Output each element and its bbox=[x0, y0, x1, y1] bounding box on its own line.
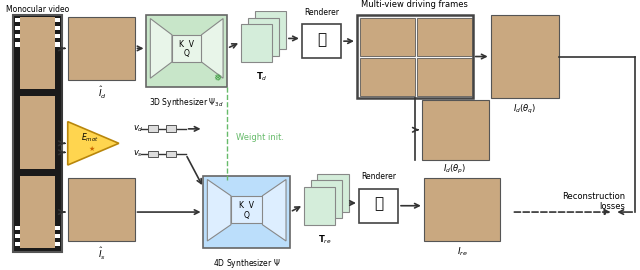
Bar bbox=[15, 42, 20, 47]
Bar bbox=[20, 176, 55, 248]
Bar bbox=[15, 26, 20, 30]
Bar bbox=[304, 187, 335, 225]
Text: Q: Q bbox=[244, 211, 250, 220]
Bar bbox=[55, 226, 60, 230]
Bar bbox=[15, 34, 20, 38]
Text: 3D Synthesizer $\Psi_{3d}$: 3D Synthesizer $\Psi_{3d}$ bbox=[149, 96, 224, 109]
Bar bbox=[172, 35, 202, 62]
Polygon shape bbox=[150, 19, 172, 78]
Text: 📷: 📷 bbox=[374, 196, 383, 211]
Text: $v_d$: $v_d$ bbox=[132, 124, 143, 134]
Bar bbox=[55, 26, 60, 30]
Text: $E_{mot}$: $E_{mot}$ bbox=[81, 132, 98, 144]
Bar bbox=[55, 42, 60, 47]
Bar bbox=[241, 24, 272, 62]
Bar bbox=[317, 174, 349, 212]
Text: $I_d(\theta_q)$: $I_d(\theta_q)$ bbox=[513, 103, 536, 116]
Polygon shape bbox=[262, 180, 286, 241]
Bar bbox=[422, 100, 488, 160]
Bar bbox=[424, 178, 500, 241]
Text: $I_d(\theta_p)$: $I_d(\theta_p)$ bbox=[444, 163, 467, 176]
Bar bbox=[255, 11, 286, 49]
Text: $\mathbf{T}_d$: $\mathbf{T}_d$ bbox=[255, 71, 268, 83]
Bar bbox=[301, 24, 341, 58]
Bar bbox=[15, 226, 20, 230]
Bar bbox=[417, 18, 472, 56]
Bar bbox=[55, 242, 60, 247]
Bar bbox=[166, 151, 176, 157]
Bar bbox=[55, 234, 60, 238]
Text: $v_s$: $v_s$ bbox=[132, 149, 143, 159]
Polygon shape bbox=[202, 19, 223, 78]
Bar bbox=[359, 188, 398, 223]
Bar bbox=[148, 125, 158, 131]
Text: Renderer: Renderer bbox=[304, 8, 339, 17]
Text: $\hat{I}_s$: $\hat{I}_s$ bbox=[98, 245, 106, 262]
Bar bbox=[68, 17, 134, 80]
Text: Renderer: Renderer bbox=[361, 172, 396, 181]
Text: ❅: ❅ bbox=[213, 73, 221, 83]
Bar bbox=[357, 15, 473, 98]
Bar bbox=[360, 58, 415, 96]
Bar bbox=[204, 176, 290, 248]
Text: $\hat{I}_d$: $\hat{I}_d$ bbox=[98, 85, 106, 101]
Bar bbox=[231, 196, 262, 223]
Bar bbox=[15, 18, 20, 22]
Bar bbox=[310, 180, 342, 218]
Bar bbox=[55, 18, 60, 22]
Bar bbox=[147, 15, 227, 87]
Bar bbox=[13, 15, 62, 252]
Text: K  V: K V bbox=[239, 201, 254, 210]
Bar bbox=[15, 234, 20, 238]
Text: $I_{re}$: $I_{re}$ bbox=[456, 245, 467, 258]
Bar bbox=[68, 178, 134, 241]
Text: 📷: 📷 bbox=[317, 32, 326, 47]
Bar bbox=[20, 96, 55, 169]
Bar bbox=[248, 18, 279, 56]
Bar bbox=[490, 15, 559, 98]
Text: Multi-view driving frames: Multi-view driving frames bbox=[362, 0, 468, 9]
Text: 4D Synthesizer $\Psi$: 4D Synthesizer $\Psi$ bbox=[213, 257, 280, 270]
Text: Monocular video: Monocular video bbox=[6, 5, 69, 14]
Bar bbox=[417, 58, 472, 96]
Text: Q: Q bbox=[184, 49, 189, 58]
Bar bbox=[360, 18, 415, 56]
Text: Reconstruction
losses: Reconstruction losses bbox=[562, 191, 625, 211]
Polygon shape bbox=[68, 122, 119, 165]
Bar bbox=[55, 34, 60, 38]
Text: K  V: K V bbox=[179, 40, 194, 49]
Bar bbox=[20, 17, 55, 89]
Text: $\mathbf{T}_{re}$: $\mathbf{T}_{re}$ bbox=[317, 234, 331, 246]
Bar bbox=[15, 242, 20, 247]
Text: Weight init.: Weight init. bbox=[236, 133, 284, 142]
Bar bbox=[166, 125, 176, 131]
Bar bbox=[148, 151, 158, 157]
Polygon shape bbox=[207, 180, 231, 241]
Text: ★: ★ bbox=[88, 146, 95, 152]
